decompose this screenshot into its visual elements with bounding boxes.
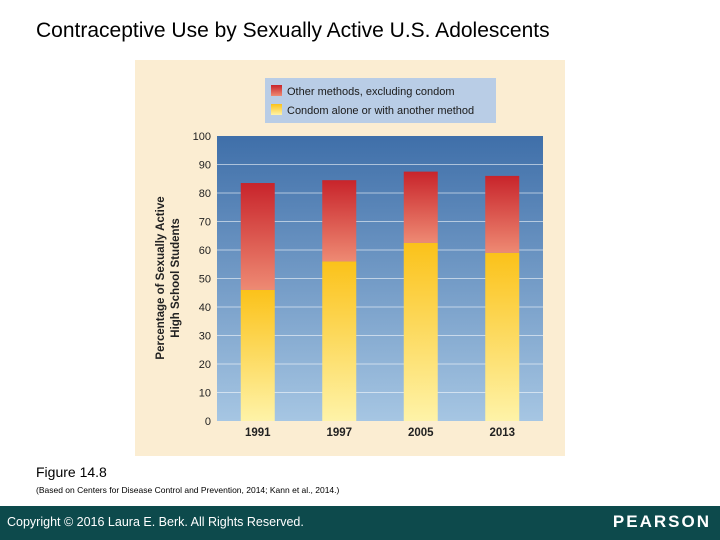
- bar-condom-1991: [240, 289, 275, 421]
- legend-swatch-condom: [271, 104, 282, 115]
- bar-condom-1997: [322, 261, 357, 421]
- figure-label: Figure 14.8: [36, 464, 107, 480]
- legend-swatch-other-methods: [271, 85, 282, 96]
- y-axis-label-line-1: Percentage of Sexually Active: [155, 196, 167, 359]
- bar-other-methods-2013: [485, 175, 520, 253]
- chart-legend: [265, 78, 496, 123]
- copyright-text: Copyright © 2016 Laura E. Berk. All Righ…: [7, 515, 304, 529]
- y-tick-label-10: 10: [199, 388, 211, 400]
- y-tick-label-80: 80: [199, 188, 211, 200]
- figure-panel: Other methods, excluding condom Condom a…: [135, 60, 565, 456]
- x-tick-label-1997: 1997: [326, 427, 352, 439]
- publisher-logo: PEARSON: [612, 512, 711, 531]
- x-tick-label-2005: 2005: [408, 427, 434, 439]
- bar-other-methods-2005: [403, 171, 438, 243]
- stacked-bar-chart: Other methods, excluding condom Condom a…: [155, 78, 543, 439]
- y-tick-label-50: 50: [199, 274, 211, 286]
- bar-other-methods-1997: [322, 180, 357, 262]
- y-tick-label-20: 20: [199, 359, 211, 371]
- footer-bar: Copyright © 2016 Laura E. Berk. All Righ…: [0, 506, 720, 540]
- slide-title: Contraceptive Use by Sexually Active U.S…: [36, 19, 550, 42]
- y-tick-label-100: 100: [193, 131, 211, 143]
- source-note: (Based on Centers for Disease Control an…: [36, 485, 340, 495]
- y-tick-label-70: 70: [199, 217, 211, 229]
- y-tick-label-0: 0: [205, 416, 211, 428]
- y-tick-label-30: 30: [199, 331, 211, 343]
- y-axis-label-line-2: High School Students: [170, 218, 182, 337]
- legend-label-condom: Condom alone or with another method: [287, 105, 474, 117]
- x-tick-label-2013: 2013: [489, 427, 515, 439]
- legend-label-other-methods: Other methods, excluding condom: [287, 86, 455, 98]
- y-tick-label-60: 60: [199, 245, 211, 257]
- x-tick-label-1991: 1991: [245, 427, 271, 439]
- bar-other-methods-1991: [240, 183, 275, 290]
- y-tick-label-40: 40: [199, 302, 211, 314]
- bar-condom-2013: [485, 252, 520, 421]
- y-tick-label-90: 90: [199, 160, 211, 172]
- bar-condom-2005: [403, 242, 438, 421]
